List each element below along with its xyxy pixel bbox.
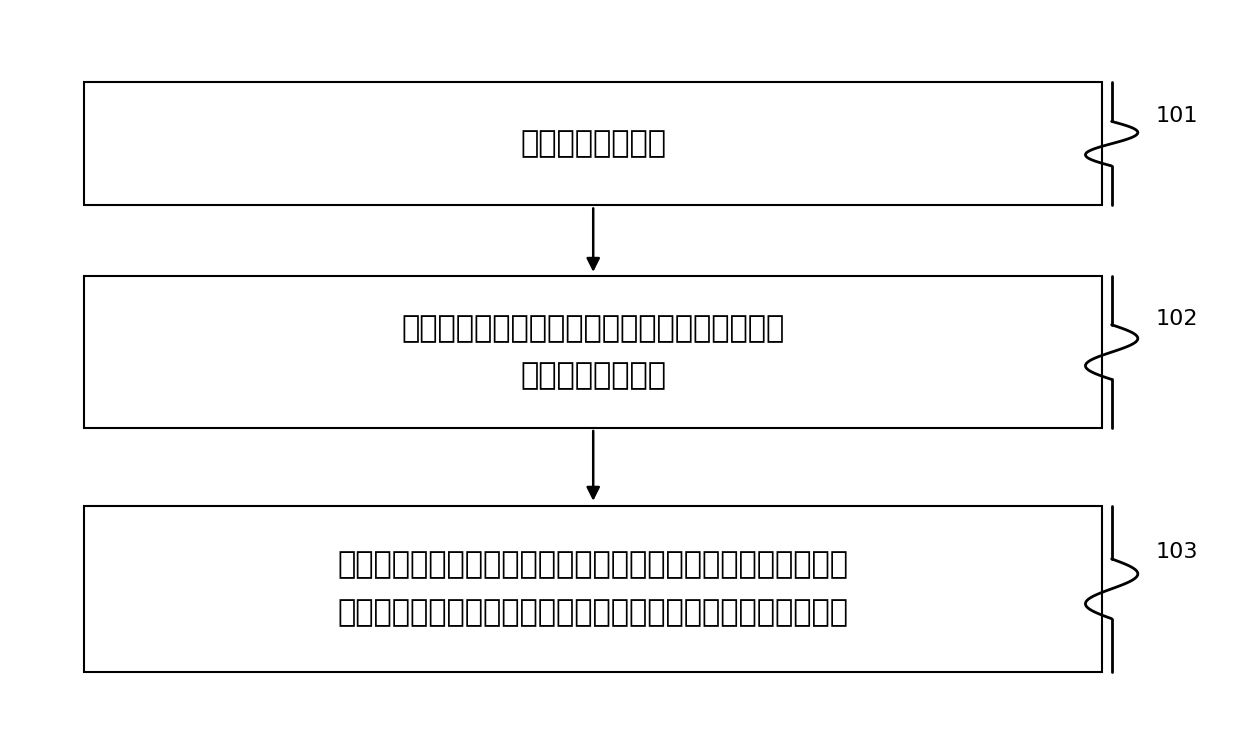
Text: 102: 102 — [1156, 308, 1198, 329]
Bar — [84, 82, 1102, 205]
Bar — [84, 506, 1102, 672]
Text: 判断信息库中是否存在与用户识别信息相匹配的
目标用户识别信息: 判断信息库中是否存在与用户识别信息相匹配的 目标用户识别信息 — [402, 314, 785, 390]
Text: 101: 101 — [1156, 107, 1198, 127]
Text: 获取用户识别信息: 获取用户识别信息 — [521, 129, 666, 158]
Bar — [84, 276, 1102, 428]
Text: 在信息库中存在与用户识别信息相匹配的目标用户识别信息时，
根据与目标用户识别信息对应的空调参数，控制车载空调的工作: 在信息库中存在与用户识别信息相匹配的目标用户识别信息时， 根据与目标用户识别信息… — [337, 551, 848, 627]
Text: 103: 103 — [1156, 542, 1198, 562]
